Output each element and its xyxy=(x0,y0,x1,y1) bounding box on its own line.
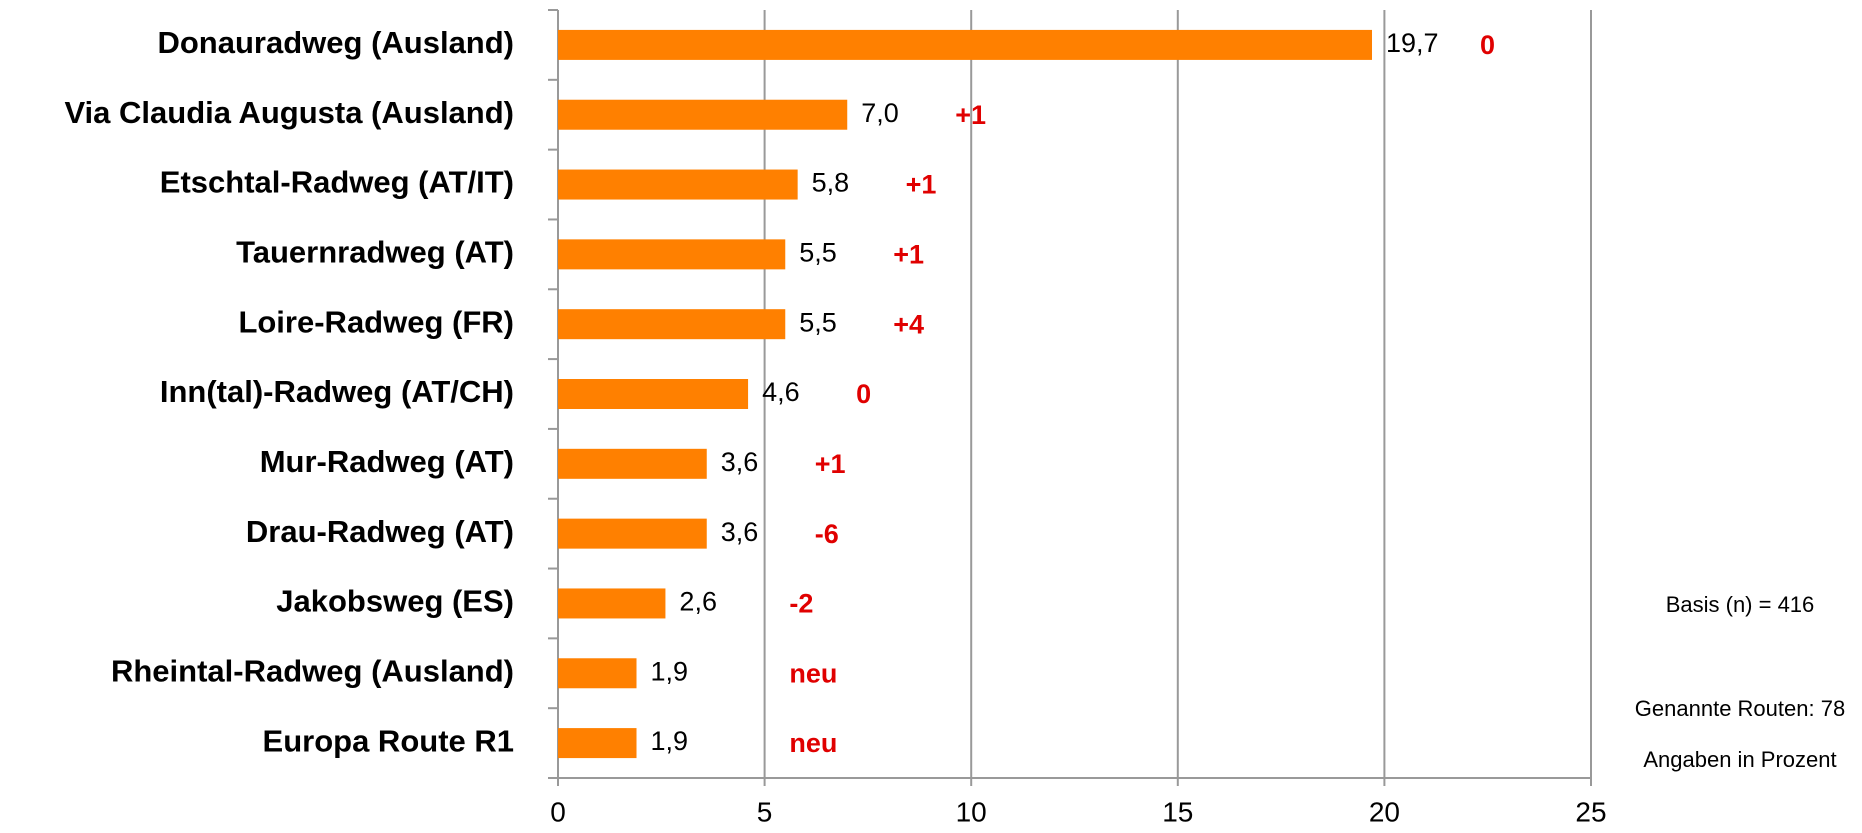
category-label: Drau-Radweg (AT) xyxy=(246,514,514,549)
change-label: neu xyxy=(789,658,837,688)
note: Genannte Routen: 78 xyxy=(1635,696,1845,721)
value-label: 2,6 xyxy=(679,587,717,617)
bar xyxy=(558,29,1373,60)
value-label: 4,6 xyxy=(762,377,800,407)
value-label: 3,6 xyxy=(721,447,759,477)
value-label: 1,9 xyxy=(651,656,689,686)
category-label: Loire-Radweg (FR) xyxy=(238,304,514,339)
change-label: +1 xyxy=(955,100,986,130)
change-label: +1 xyxy=(906,170,937,200)
x-tick-label: 5 xyxy=(757,796,773,827)
change-label: -2 xyxy=(789,589,813,619)
bar xyxy=(558,169,798,200)
value-label: 5,5 xyxy=(799,237,837,267)
value-label: 7,0 xyxy=(861,98,899,128)
bar xyxy=(558,728,637,759)
bar xyxy=(558,518,707,549)
category-label: Tauernradweg (AT) xyxy=(236,235,514,270)
x-tick-label: 10 xyxy=(956,796,987,827)
category-label: Mur-Radweg (AT) xyxy=(260,444,514,479)
bar xyxy=(558,658,637,689)
category-label: Etschtal-Radweg (AT/IT) xyxy=(160,165,514,200)
category-label: Jakobsweg (ES) xyxy=(276,584,514,619)
value-label: 3,6 xyxy=(721,517,759,547)
category-label: Europa Route R1 xyxy=(263,723,514,758)
category-label: Inn(tal)-Radweg (AT/CH) xyxy=(160,374,514,409)
category-label: Donauradweg (Ausland) xyxy=(157,25,514,60)
change-label: 0 xyxy=(856,379,871,409)
change-label: neu xyxy=(789,728,837,758)
change-label: +1 xyxy=(893,239,924,269)
bar xyxy=(558,588,666,619)
bar xyxy=(558,99,848,130)
bar xyxy=(558,379,749,409)
value-label: 19,7 xyxy=(1386,28,1439,58)
bar xyxy=(558,309,786,340)
value-label: 1,9 xyxy=(651,726,689,756)
value-label: 5,8 xyxy=(812,168,850,198)
change-label: +4 xyxy=(893,309,924,339)
change-label: 0 xyxy=(1480,30,1495,60)
change-label: -6 xyxy=(815,519,839,549)
note: Angaben in Prozent xyxy=(1643,747,1836,772)
x-tick-label: 20 xyxy=(1369,796,1400,827)
x-tick-label: 25 xyxy=(1575,796,1606,827)
change-label: +1 xyxy=(815,449,846,479)
category-label: Rheintal-Radweg (Ausland) xyxy=(111,653,514,688)
value-label: 5,5 xyxy=(799,307,837,337)
bar xyxy=(558,448,707,479)
x-tick-label: 15 xyxy=(1162,796,1193,827)
bar xyxy=(558,239,786,270)
category-label: Via Claudia Augusta (Ausland) xyxy=(64,95,514,130)
x-tick-label: 0 xyxy=(550,796,566,827)
note: Basis (n) = 416 xyxy=(1666,592,1815,617)
